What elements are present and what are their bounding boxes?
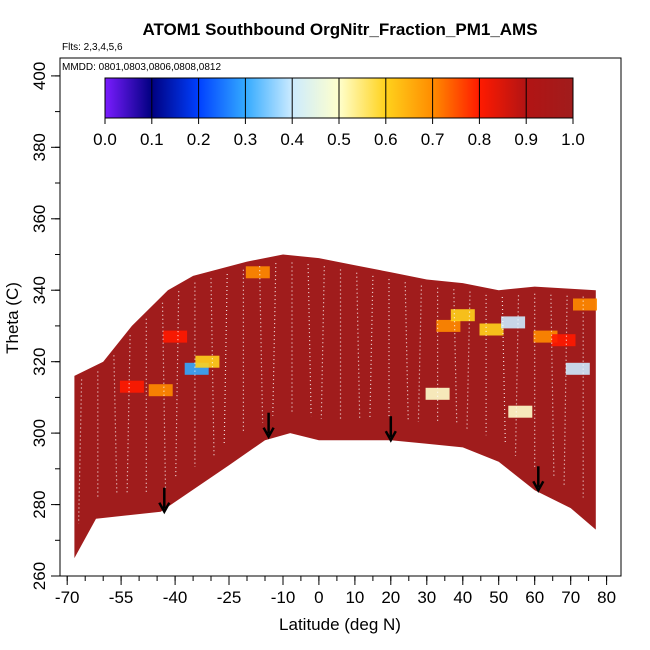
data-patch bbox=[508, 405, 533, 418]
data-patch bbox=[195, 355, 220, 368]
x-tick-label: 40 bbox=[453, 588, 472, 607]
arrow-head bbox=[384, 430, 397, 443]
sampling-streak bbox=[356, 272, 361, 419]
data-patch bbox=[163, 330, 188, 343]
sampling-streak bbox=[307, 264, 312, 417]
colorbar: 0.0 0.1 0.2 0.3 0.4 0.5 0.6 0.7 0.8 0.9 1.0 bbox=[93, 77, 585, 149]
colorbar-tick-label: 0.7 bbox=[421, 130, 445, 149]
x-tick-label: -40 bbox=[163, 588, 188, 607]
y-tick-label: 260 bbox=[30, 562, 49, 590]
x-tick-label: 70 bbox=[561, 588, 580, 607]
dates-note: MMDD: 0801,0803,0806,0808,0812 bbox=[62, 62, 221, 73]
sampling-streak bbox=[417, 285, 422, 422]
y-tick-label: 320 bbox=[30, 348, 49, 376]
sampling-streak bbox=[113, 355, 118, 496]
plot-content bbox=[74, 254, 597, 559]
y-tick-label: 380 bbox=[30, 133, 49, 161]
x-tick-label: 20 bbox=[381, 588, 400, 607]
arrow-head bbox=[262, 427, 275, 440]
axes: -70 -55 -40 -25 -10 0 10 20 30 40 50 60 70 80 260 280 30… bbox=[30, 62, 616, 607]
sampling-streak bbox=[404, 282, 409, 421]
data-patch bbox=[425, 387, 450, 400]
y-tick-label: 280 bbox=[30, 490, 49, 518]
data-patch bbox=[501, 316, 526, 329]
sampling-streak bbox=[514, 295, 520, 457]
data-patch bbox=[119, 380, 144, 393]
x-tick-label: 80 bbox=[597, 588, 616, 607]
sampling-streak bbox=[501, 296, 506, 444]
sampling-streak bbox=[272, 263, 277, 416]
data-patch bbox=[565, 362, 590, 375]
colorbar-tick-label: 0.0 bbox=[93, 130, 117, 149]
data-patch bbox=[148, 384, 173, 397]
data-region bbox=[74, 254, 596, 559]
data-patch bbox=[479, 323, 504, 336]
sampling-streak bbox=[223, 273, 228, 446]
data-patch bbox=[436, 319, 461, 332]
data-patch bbox=[245, 266, 270, 279]
sampling-streak bbox=[78, 379, 83, 524]
chart-title: ATOM1 Southbound OrgNitr_Fraction_PM1_AM… bbox=[142, 20, 537, 39]
x-tick-label: -25 bbox=[217, 588, 242, 607]
y-tick-label: 400 bbox=[30, 62, 49, 90]
x-tick-label: 50 bbox=[489, 588, 508, 607]
data-patch bbox=[551, 334, 576, 347]
sampling-streak bbox=[320, 266, 325, 419]
colorbar-tick-label: 0.1 bbox=[140, 130, 164, 149]
colorbar-tick-label: 0.8 bbox=[468, 130, 492, 149]
x-tick-label: -55 bbox=[109, 588, 134, 607]
colorbar-tick-label: 0.2 bbox=[187, 130, 211, 149]
x-tick-label: -10 bbox=[271, 588, 296, 607]
colorbar-tick-label: 1.0 bbox=[561, 130, 585, 149]
colorbar-tick-label: 0.3 bbox=[234, 130, 258, 149]
data-patch bbox=[450, 309, 475, 322]
colorbar-tick-label: 0.5 bbox=[327, 130, 351, 149]
arrow-head bbox=[158, 502, 171, 515]
y-tick-label: 340 bbox=[30, 276, 49, 304]
x-tick-label: 10 bbox=[345, 588, 364, 607]
x-tick-label: 30 bbox=[417, 588, 436, 607]
x-tick-label: 0 bbox=[314, 588, 323, 607]
colorbar-tick-label: 0.4 bbox=[280, 130, 304, 149]
x-tick-label: -70 bbox=[55, 588, 80, 607]
arrow-head bbox=[532, 480, 545, 493]
data-patch bbox=[573, 298, 597, 311]
y-tick-label: 300 bbox=[30, 419, 49, 447]
colorbar-tick-label: 0.6 bbox=[374, 130, 398, 149]
flights-note: Flts: 2,3,4,5,6 bbox=[62, 42, 123, 53]
sampling-streak bbox=[466, 291, 471, 429]
sampling-streak bbox=[210, 278, 215, 457]
x-tick-label: 60 bbox=[525, 588, 544, 607]
x-axis-label: Latitude (deg N) bbox=[279, 615, 401, 634]
y-tick-label: 360 bbox=[30, 205, 49, 233]
colorbar-tick-label: 0.9 bbox=[514, 130, 538, 149]
plot-frame bbox=[59, 57, 622, 577]
y-axis-label: Theta (C) bbox=[3, 282, 22, 354]
